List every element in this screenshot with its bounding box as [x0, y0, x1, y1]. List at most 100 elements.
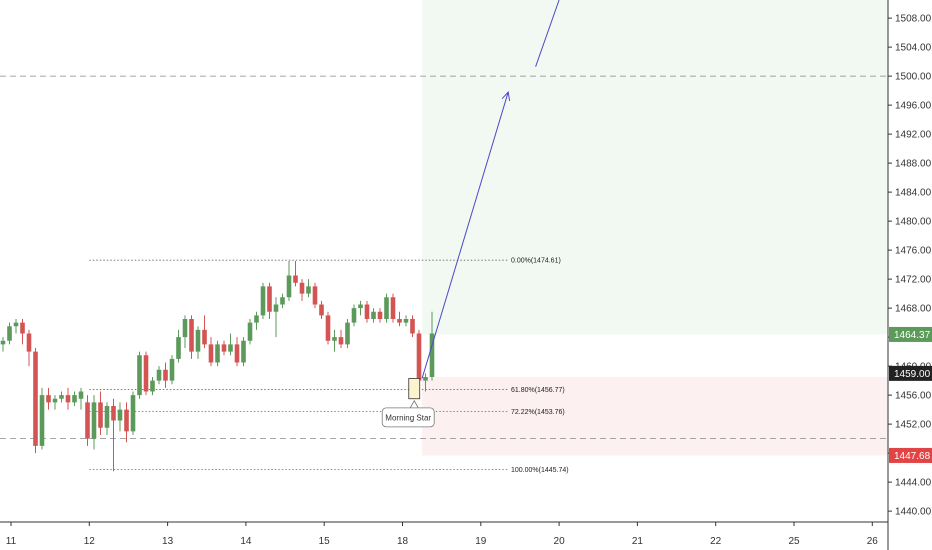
price-tick-label-4: 1492.00	[895, 130, 932, 141]
horizontal-lines-layer	[0, 75, 888, 440]
candle-40	[260, 282, 266, 319]
candle-32	[208, 337, 214, 367]
candle-body-50	[325, 315, 331, 341]
annotation-bubble	[381, 407, 435, 428]
stop-zone	[422, 377, 888, 456]
candle-59	[384, 293, 389, 323]
candle-39	[254, 311, 259, 330]
candle-56	[364, 300, 370, 323]
candle-11	[72, 391, 77, 406]
candle-body-43	[280, 297, 285, 305]
candle-7	[46, 387, 51, 410]
candle-58	[377, 308, 383, 323]
price-tick-label-3: 1496.00	[895, 101, 932, 112]
time-tick-label-8: 21	[632, 536, 644, 547]
time-tick-label-4: 15	[319, 536, 331, 547]
candle-body-4	[26, 333, 32, 352]
candle-body-59	[384, 297, 389, 319]
candle-29	[189, 315, 194, 359]
candle-body-19	[124, 409, 129, 432]
candle-44	[286, 261, 292, 301]
projection-arrowhead-0	[501, 90, 511, 102]
candle-47	[306, 279, 311, 298]
price-tick-label-2: 1500.00	[895, 72, 932, 83]
candle-24	[156, 366, 162, 385]
candle-45	[293, 261, 298, 287]
target-zone	[422, 0, 888, 335]
candle-57	[371, 308, 376, 323]
time-tick-label-7: 20	[554, 536, 566, 547]
time-axis[interactable]: 11 12 13 14 15 18 19 20 21 22 25 26	[0, 521, 888, 547]
candle-body-5	[33, 351, 38, 446]
projection-arrow-0	[421, 91, 509, 379]
candle-body-35	[228, 344, 233, 352]
candle-body-25	[163, 369, 168, 381]
candle-body-30	[195, 329, 201, 352]
candle-43	[280, 293, 285, 309]
annotation-pointer	[409, 399, 419, 409]
price-badge-label-1: 1459.00	[894, 369, 931, 380]
candle-body-62	[403, 319, 409, 323]
candle-body-22	[143, 355, 149, 392]
price-badge-0	[889, 326, 932, 342]
candle-10	[65, 387, 71, 410]
candle-body-44	[286, 275, 292, 298]
candle-body-57	[371, 311, 376, 319]
candle-body-51	[332, 337, 337, 341]
price-badges-layer: 1464.37 1459.00 1447.68	[889, 326, 932, 463]
price-badge-1	[889, 365, 932, 381]
time-tick-label-10: 25	[788, 536, 800, 547]
candle-26	[169, 355, 175, 385]
candle-42	[273, 297, 279, 338]
candle-body-27	[176, 337, 181, 359]
price-tick-label-10: 1468.00	[895, 304, 932, 315]
candle-33	[215, 340, 220, 367]
candle-body-58	[377, 311, 383, 319]
candle-36	[234, 337, 240, 367]
candle-body-49	[319, 304, 324, 316]
candle-body-21	[137, 355, 142, 396]
candle-28	[182, 315, 188, 348]
fib-label-1: 61.80%(1456.77)	[511, 387, 565, 394]
candle-body-66	[429, 333, 435, 377]
candle-body-29	[189, 319, 194, 352]
price-badge-2	[889, 447, 932, 463]
price-tick-label-6: 1484.00	[895, 188, 932, 199]
candle-65	[423, 373, 428, 392]
candle-body-18	[117, 409, 123, 421]
candle-60	[390, 293, 396, 323]
candle-18	[117, 402, 123, 432]
candle-body-41	[267, 286, 272, 312]
candle-body-24	[156, 369, 162, 381]
fibonacci-layer: 0.00%(1474.61) 61.80%(1456.77) 72.22%(1453…	[89, 258, 569, 474]
candle-51	[332, 329, 337, 352]
candle-body-7	[46, 395, 51, 403]
price-tick-label-9: 1472.00	[895, 275, 932, 286]
candle-body-26	[169, 358, 175, 381]
price-badge-label-2: 1447.68	[894, 451, 931, 462]
time-tick-label-11: 26	[867, 536, 879, 547]
candle-63	[410, 315, 415, 338]
candle-body-61	[397, 319, 402, 323]
candle-body-8	[52, 398, 58, 403]
candle-55	[358, 300, 363, 316]
morning-star-box	[408, 378, 421, 400]
candle-body-20	[130, 395, 136, 432]
candle-61	[397, 311, 402, 327]
candle-body-63	[410, 319, 415, 334]
candle-17	[111, 398, 116, 472]
candle-body-39	[254, 315, 259, 323]
candle-1	[7, 322, 12, 345]
time-tick-label-1: 12	[84, 536, 96, 547]
candle-body-56	[364, 304, 370, 319]
candle-body-1	[7, 326, 12, 341]
candle-body-32	[208, 344, 214, 363]
candle-body-65	[423, 377, 428, 381]
candle-4	[26, 329, 32, 367]
candle-body-45	[293, 275, 298, 283]
annotation-text: Morning Star	[385, 413, 431, 422]
price-tick-label-14: 1452.00	[895, 420, 932, 431]
candle-body-12	[78, 391, 84, 399]
candle-body-55	[358, 304, 363, 309]
candle-16	[104, 402, 110, 435]
